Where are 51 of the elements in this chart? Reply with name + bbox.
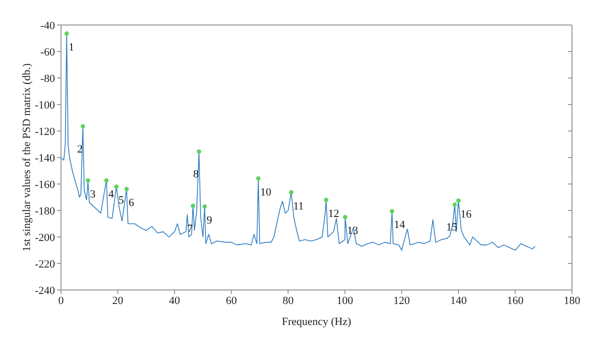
point	[64, 31, 69, 36]
annotation: 3	[90, 188, 96, 200]
y-tick-label: -160	[34, 178, 56, 191]
annotation: 10	[260, 186, 272, 198]
y-tick-label: -220	[34, 258, 56, 270]
point	[289, 190, 294, 195]
point	[86, 178, 90, 183]
x-tick-label: 20	[112, 294, 124, 307]
y-tick-label: -120	[34, 126, 56, 138]
point	[124, 186, 129, 192]
point	[202, 204, 207, 209]
annotation: 14	[394, 219, 406, 232]
annotation: 6	[128, 197, 135, 210]
annotation: 12	[328, 208, 340, 220]
point	[452, 202, 457, 207]
point	[342, 214, 348, 220]
y-tick-label: -60	[40, 46, 56, 58]
point	[256, 176, 261, 181]
x-tick-label: 180	[564, 294, 581, 307]
x-tick-label: 80	[282, 294, 294, 307]
point	[196, 149, 202, 154]
y-tick-label: -100	[34, 99, 56, 112]
y-axis-title: 1st singular values of the PSD matrix (db.)	[21, 63, 33, 252]
point	[324, 198, 328, 202]
annotation: 4	[108, 188, 114, 200]
y-tick-label: -200	[34, 232, 56, 244]
y-tick-label: -240	[34, 284, 56, 297]
point	[104, 178, 109, 183]
annotation: 11	[293, 200, 304, 212]
annotation: 2	[77, 143, 83, 156]
annotation: 1	[68, 42, 74, 54]
x-tick-label: 0	[58, 294, 64, 307]
x-tick-label: 140	[450, 294, 468, 307]
y-tick-label: -140	[34, 152, 56, 164]
point	[80, 124, 86, 129]
y-tick-label: -80	[40, 72, 56, 85]
x-tick-label: 120	[393, 294, 410, 307]
y-tick-label: -40	[40, 20, 56, 32]
annotation: 9	[206, 214, 213, 227]
x-tick-label: 60	[226, 294, 238, 307]
x-tick-label: 40	[169, 294, 181, 307]
point	[456, 198, 461, 203]
annotation: 5	[118, 194, 124, 207]
point	[390, 208, 394, 214]
point	[114, 184, 119, 189]
point	[190, 204, 196, 208]
x-tick-label: 100	[336, 294, 354, 307]
y-tick-label: -180	[34, 205, 56, 218]
x-axis-title: Frequency (Hz)	[282, 316, 352, 328]
annotation: 16	[460, 208, 472, 221]
x-tick-label: 160	[506, 294, 524, 307]
